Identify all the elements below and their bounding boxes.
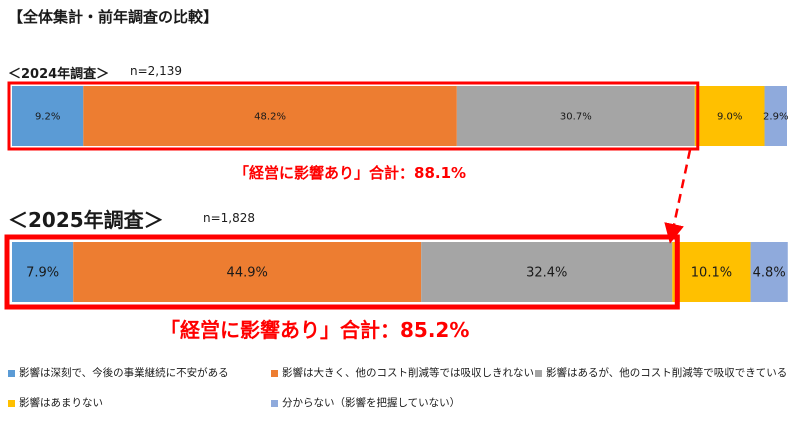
legend-swatch [8,399,15,407]
bar-segment-2024-large [83,86,457,146]
bar-segment-2025-absorbed [421,242,673,302]
bar-segment-2025-large [73,242,422,302]
bar-segment-2025-serious [12,242,74,302]
bar-segment-2024-unknown [764,86,787,146]
legend-label: 影響はあるが、他のコスト削減等で吸収できている [546,367,788,379]
legend-label: 影響はあまりない [19,397,103,409]
bar-segment-2025-little [672,242,751,302]
legend-label: 影響は大きく、他のコスト削減等では吸収しきれない [282,367,534,379]
data-label-2024-absorbed: 30.7% [560,112,592,123]
legend-swatch [271,369,278,377]
survey-2025-label: ＜2025年調査＞ [8,208,164,232]
data-label-2025-serious: 7.9% [26,266,59,281]
bar-segment-2024-little [694,86,765,146]
data-label-2024-serious: 9.2% [35,112,60,123]
bar-segment-2024-absorbed [456,86,695,146]
legend-label: 分からない（影響を把握していない） [282,397,461,409]
stacked-bar-chart: 9.2% 48.2% 30.7% 9.0% 2.9% 7.9% 44.9% 32.4% 10.1… [4,81,788,342]
survey-2025-total-label: 「経営に影響あり」合計：85.2% [160,318,469,342]
legend-item-large: 影響は大きく、他のコスト削減等では吸収しきれない [271,365,534,380]
highlight-box-2024 [7,81,700,151]
legend-swatch [8,369,15,377]
data-label-2024-large: 48.2% [254,112,286,123]
legend-item-absorbed: 影響はあるが、他のコスト削減等で吸収できている [535,365,787,380]
legend-label: 影響は深刻で、今後の事業継続に不安がある [19,367,229,379]
comparison-arrow [664,149,692,244]
survey-2024-sample-size: n=2,139 [130,64,183,78]
legend-swatch [535,369,542,377]
survey-2024-total-label: 「経営に影響あり」合計：88.1% [234,164,466,182]
bar-segment-2024-serious [12,86,84,146]
highlight-box-2025 [4,234,680,310]
legend-item-unknown: 分からない（影響を把握していない） [271,395,460,410]
legend-swatch [271,399,278,407]
data-label-2024-little: 9.0% [717,112,742,123]
data-label-2025-unknown: 4.8% [753,266,786,281]
data-label-2024-unknown: 2.9% [763,112,788,123]
bar-segment-2025-unknown [750,242,788,302]
survey-2025-sample-size: n=1,828 [203,211,256,225]
data-label-2025-little: 10.1% [691,266,732,281]
chart-title: 【全体集計・前年調査の比較】 [8,8,219,26]
legend-item-little: 影響はあまりない [8,395,103,410]
legend-item-serious: 影響は深刻で、今後の事業継続に不安がある [8,365,229,380]
data-label-2025-large: 44.9% [227,266,268,281]
data-label-2025-absorbed: 32.4% [526,266,567,281]
survey-2024-label: ＜2024年調査＞ [8,67,110,82]
